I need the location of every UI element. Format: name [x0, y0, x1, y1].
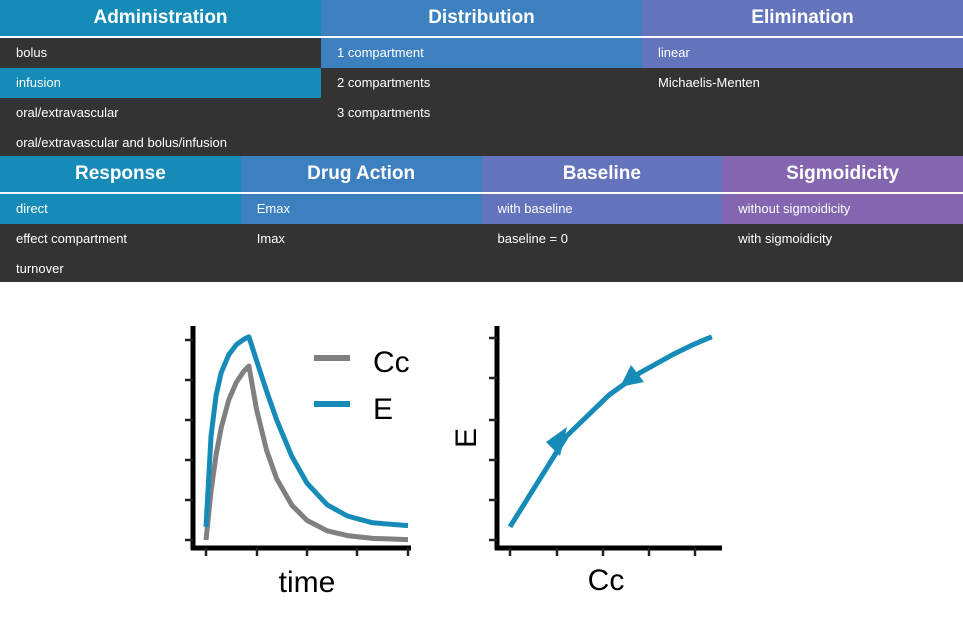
- panel-elimination: Elimination linear Michaelis-Menten: [642, 0, 963, 156]
- x-axis-label-time: time: [279, 566, 336, 599]
- panel-baseline: Baseline with baseline baseline = 0: [481, 156, 723, 282]
- y-axis-label-e: E: [450, 428, 483, 448]
- arrow-up-icon: [546, 427, 567, 456]
- option-without-sigmoidicity[interactable]: without sigmoidicity: [722, 194, 963, 224]
- option-bolus[interactable]: bolus: [16, 45, 48, 60]
- option-with-baseline[interactable]: with baseline: [481, 194, 723, 224]
- e-vs-cc-plot: [489, 326, 722, 556]
- panel-sigmoidicity: Sigmoidicity without sigmoidicity with sig…: [722, 156, 963, 282]
- panel-header: Sigmoidicity: [722, 156, 963, 194]
- option-2-compartments[interactable]: 2 compartments: [337, 75, 431, 90]
- option-oral-extravascular[interactable]: oral/extravascular: [16, 105, 119, 120]
- pk-options-panel: Administration bolus infusion oral/extravas…: [0, 0, 963, 156]
- panel-drug-action: Drug Action Emax Imax: [240, 156, 482, 282]
- arrow-down-icon: [620, 365, 644, 387]
- panel-header: Response: [0, 156, 241, 194]
- panel-administration: Administration bolus infusion oral/extravas…: [0, 0, 321, 156]
- panel-header: Baseline: [481, 156, 723, 194]
- option-3-compartments[interactable]: 3 compartments: [337, 105, 431, 120]
- option-direct[interactable]: direct: [0, 194, 241, 224]
- option-effect-compartment[interactable]: effect compartment: [16, 231, 128, 246]
- time-plot: [185, 326, 411, 556]
- panel-response: Response direct effect compartment turnover: [0, 156, 241, 282]
- option-linear[interactable]: linear: [642, 38, 963, 68]
- option-michaelis-menten[interactable]: Michaelis-Menten: [658, 75, 760, 90]
- option-1-compartment[interactable]: 1 compartment: [321, 38, 642, 68]
- option-infusion[interactable]: infusion: [0, 68, 321, 98]
- panel-header: Drug Action: [240, 156, 482, 194]
- option-emax[interactable]: Emax: [240, 194, 482, 224]
- option-with-sigmoidicity[interactable]: with sigmoidicity: [738, 231, 833, 246]
- panel-header: Administration: [0, 0, 321, 38]
- legend-e-label: E: [373, 393, 393, 426]
- option-baseline-0[interactable]: baseline = 0: [497, 231, 568, 246]
- option-oral-extravascular-and-bolus-infusion[interactable]: oral/extravascular and bolus/infusion: [16, 135, 228, 150]
- option-turnover[interactable]: turnover: [16, 261, 64, 276]
- option-imax[interactable]: Imax: [256, 231, 285, 246]
- pd-options-panel: Response direct effect compartment turnover…: [0, 156, 963, 282]
- panel-header: Distribution: [321, 0, 642, 38]
- series-cc-line: [203, 363, 409, 543]
- x-axis-label-cc: Cc: [588, 564, 625, 597]
- panel-header: Elimination: [642, 0, 963, 38]
- legend-cc-label: Cc: [373, 346, 410, 379]
- panel-distribution: Distribution 1 compartment 2 compartments 3…: [321, 0, 642, 156]
- e-vs-cc-line: [507, 334, 713, 529]
- series-e-line: [203, 334, 409, 529]
- plots: Cc E time Cc E: [185, 326, 722, 599]
